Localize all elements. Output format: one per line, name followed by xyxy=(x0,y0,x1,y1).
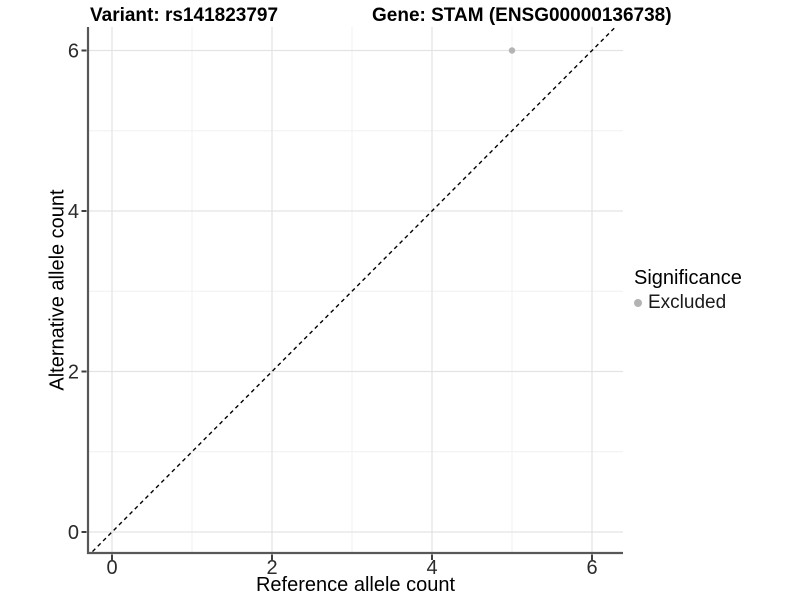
x-tick-label: 2 xyxy=(266,557,277,579)
y-axis-title: Alternative allele count xyxy=(46,189,69,391)
legend-entry-excluded: Excluded xyxy=(634,292,742,314)
identity-line xyxy=(90,27,617,553)
grid-major xyxy=(88,27,623,553)
legend: Significance Excluded xyxy=(634,267,742,314)
x-tick-label: 0 xyxy=(106,557,117,579)
x-tick-label: 6 xyxy=(586,557,597,579)
y-tick-label: 4 xyxy=(68,201,79,223)
y-tick-label: 6 xyxy=(68,41,79,63)
y-tick-label: 2 xyxy=(68,362,79,384)
data-point xyxy=(508,47,516,54)
x-axis-ticks: 0 2 4 6 xyxy=(106,554,598,579)
axis-lines xyxy=(86,27,623,555)
x-axis-title: Reference allele count xyxy=(255,574,455,596)
plot-title-variant: Variant: rs141823797 xyxy=(90,5,279,26)
legend-entry-label: Excluded xyxy=(648,292,727,313)
y-tick-label: 0 xyxy=(68,522,79,544)
legend-title: Significance xyxy=(634,267,742,289)
plot-title-gene: Gene: STAM (ENSG00000136738) xyxy=(372,5,672,26)
grid-minor xyxy=(88,27,623,553)
excluded-dot-icon xyxy=(634,299,642,307)
y-axis-ticks: 0 2 4 6 xyxy=(68,41,87,544)
x-tick-label: 4 xyxy=(426,557,437,579)
